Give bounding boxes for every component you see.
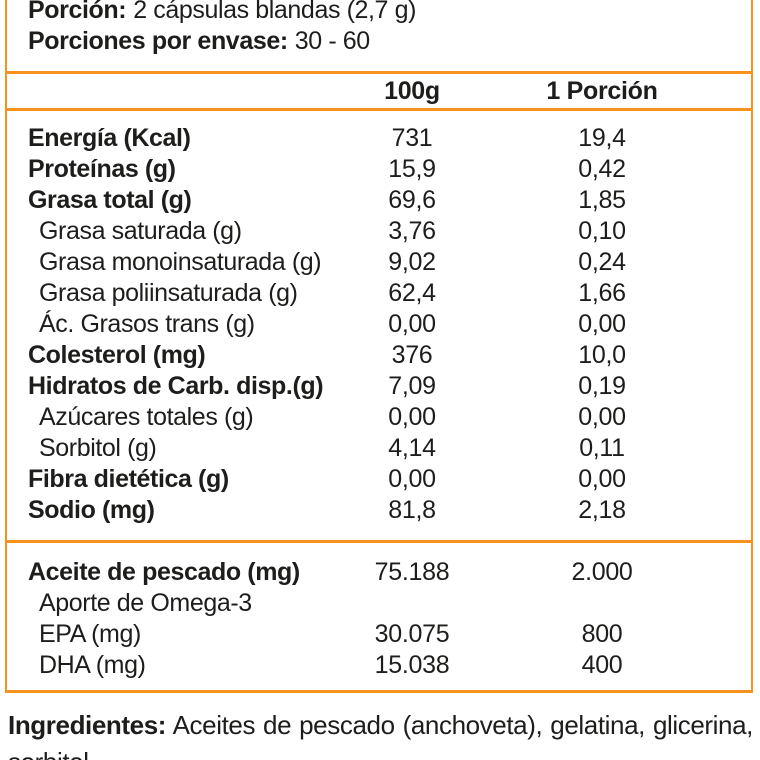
column-header-porcion: 1 Porción [546,76,658,105]
row-value-100g: 0,00 [388,465,436,493]
table-row-aporte-omega3: Aporte de Omega-3 [7,588,751,619]
ingredients-text-line1: Aceites de pescado (anchoveta), gelatina… [8,710,753,760]
row-value-100g: 62,4 [388,279,436,307]
row-value-porcion: 10,0 [578,341,626,369]
row-value-100g: 9,02 [388,248,436,276]
servings-per-container-line: Porciones por envase: 30 - 60 [28,26,751,57]
row-label: Grasa saturada (g) [39,217,242,245]
row-label: Aceite de pescado (mg) [28,558,300,586]
divider-header [7,108,751,111]
row-value-100g: 0,00 [388,403,436,431]
table-row-proteinas: Proteínas (g) 15,9 0,42 [7,154,751,185]
row-label: Fibra dietética (g) [28,465,229,493]
table-row-epa: EPA (mg) 30.075 800 [7,619,751,650]
row-value-porcion: 0,10 [578,217,626,245]
row-value-porcion: 2,18 [578,496,626,524]
row-label: Proteínas (g) [28,155,176,183]
row-value-100g: 75.188 [374,558,450,586]
row-value-porcion: 0,00 [578,403,626,431]
ingredients-line1: Ingredientes: Aceites de pescado (anchov… [8,707,753,760]
row-value-100g: 731 [391,124,433,152]
row-label: Aporte de Omega-3 [39,589,252,617]
row-value-100g: 0,00 [388,310,436,338]
row-value-100g: 30.075 [374,620,450,648]
table-row-sodio: Sodio (mg) 81,8 2,18 [7,495,751,526]
row-value-100g: 15.038 [374,651,450,679]
nutrition-panel: Porción: 2 cápsulas blandas (2,7 g) Porci… [5,0,753,693]
column-header-100g: 100g [384,76,440,105]
row-value-100g: 15,9 [388,155,436,183]
row-value-porcion: 19,4 [578,124,626,152]
servings-per-container-value: 30 - 60 [294,27,370,55]
row-label: Sodio (mg) [28,496,155,524]
row-label: EPA (mg) [39,620,141,648]
table-row-grasa-poliinsaturada: Grasa poliinsaturada (g) 62,4 1,66 [7,278,751,309]
table-row-dha: DHA (mg) 15.038 400 [7,650,751,681]
table-row-energia: Energía (Kcal) 731 19,4 [7,123,751,154]
row-value-100g: 7,09 [388,372,436,400]
servings-per-container-label: Porciones por envase: [28,27,288,55]
row-label: Azúcares totales (g) [39,403,254,431]
table-row-fibra: Fibra dietética (g) 0,00 0,00 [7,464,751,495]
row-value-porcion: 1,66 [578,279,626,307]
row-label: Sorbitol (g) [39,434,157,462]
row-label: Grasa monoinsaturada (g) [39,248,322,276]
ingredients-label: Ingredientes: [8,710,167,740]
table-row-hidratos: Hidratos de Carb. disp.(g) 7,09 0,19 [7,371,751,402]
nutrient-rows-section: Energía (Kcal) 731 19,4 Proteínas (g) 15… [7,111,751,540]
divider-oil [7,540,751,543]
table-row-azucares: Azúcares totales (g) 0,00 0,00 [7,402,751,433]
row-value-porcion: 0,11 [579,434,625,462]
serving-size-value: 2 cápsulas blandas (2,7 g) [133,0,417,24]
row-value-100g: 69,6 [388,186,436,214]
serving-size-line: Porción: 2 cápsulas blandas (2,7 g) [28,0,751,26]
row-label: Colesterol (mg) [28,341,206,369]
row-value-100g: 3,76 [388,217,436,245]
table-row-sorbitol: Sorbitol (g) 4,14 0,11 [7,433,751,464]
row-label: Hidratos de Carb. disp.(g) [28,372,324,400]
row-value-porcion: 0,42 [578,155,626,183]
serving-size-label: Porción: [28,0,127,24]
row-value-porcion: 0,00 [578,465,626,493]
row-value-100g: 81,8 [388,496,436,524]
row-value-porcion: 400 [581,651,623,679]
row-value-porcion: 0,00 [578,310,626,338]
table-row-grasa-total: Grasa total (g) 69,6 1,85 [7,185,751,216]
ingredients-section: Ingredientes: Aceites de pescado (anchov… [8,707,753,760]
row-label: Ác. Grasos trans (g) [39,310,255,338]
row-value-porcion: 0,24 [578,248,626,276]
row-label: Grasa total (g) [28,186,192,214]
row-value-porcion: 0,19 [578,372,626,400]
serving-info-section: Porción: 2 cápsulas blandas (2,7 g) Porci… [7,0,751,71]
row-label: Grasa poliinsaturada (g) [39,279,298,307]
table-row-grasa-saturada: Grasa saturada (g) 3,76 0,10 [7,216,751,247]
row-value-100g: 376 [391,341,433,369]
fish-oil-section: Aceite de pescado (mg) 75.188 2.000 Apor… [7,543,751,690]
row-value-porcion: 1,85 [578,186,626,214]
row-value-100g: 4,14 [388,434,436,462]
table-row-grasos-trans: Ác. Grasos trans (g) 0,00 0,00 [7,309,751,340]
row-label: Energía (Kcal) [28,124,191,152]
row-value-porcion: 2.000 [571,558,633,586]
table-row-grasa-monoinsaturada: Grasa monoinsaturada (g) 9,02 0,24 [7,247,751,278]
row-label: DHA (mg) [39,651,146,679]
table-row-colesterol: Colesterol (mg) 376 10,0 [7,340,751,371]
divider-top [7,71,751,74]
column-header-row: 100g 1 Porción [7,74,751,108]
table-row-aceite-pescado: Aceite de pescado (mg) 75.188 2.000 [7,557,751,588]
row-value-porcion: 800 [581,620,623,648]
